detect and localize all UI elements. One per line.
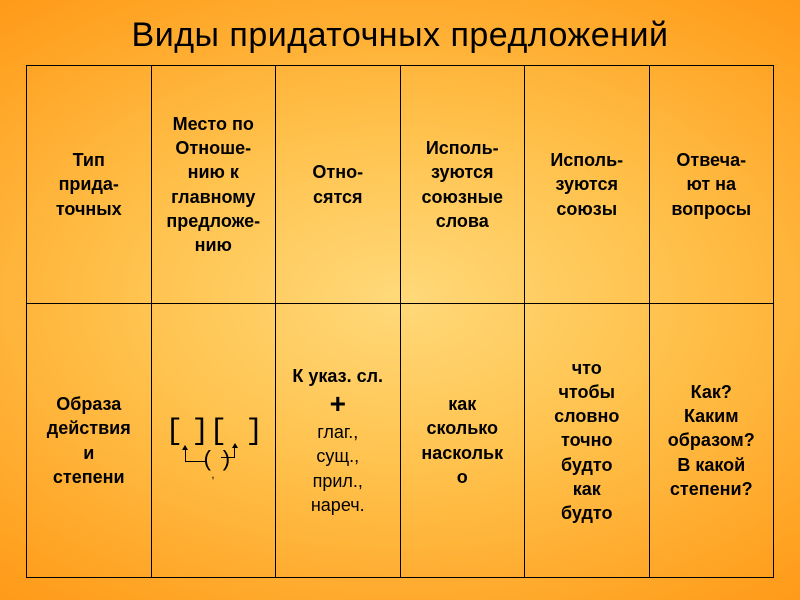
cell-allied: как сколько наскольк о xyxy=(400,304,525,578)
bracket-diagram: [ ] [ ] ( ) , xyxy=(163,406,263,476)
cell-questions: Как? Каким образом? В какой степени? xyxy=(649,304,774,578)
col-header-type: Тип прида- точных xyxy=(27,66,152,304)
table-header-row: Тип прида- точных Место по Отноше- нию к… xyxy=(27,66,774,304)
otno-line1: К указ. сл. xyxy=(292,366,383,386)
page-title: Виды придаточных предложений xyxy=(26,16,774,55)
arrow-right xyxy=(221,444,235,458)
col-header-questions: Отвеча- ют на вопросы xyxy=(649,66,774,304)
col-header-place: Место по Отноше- нию к главному предложе… xyxy=(151,66,276,304)
otno-line2: глаг., сущ., прил., нареч. xyxy=(311,422,365,515)
arrow-left xyxy=(185,446,205,462)
col-header-otno: Отно- сятся xyxy=(276,66,401,304)
bracket-open-1: [ xyxy=(165,412,183,453)
cell-type: Образа действия и степени xyxy=(27,304,152,578)
cell-place-diagram: [ ] [ ] ( ) , xyxy=(151,304,276,578)
comma-mark: , xyxy=(211,466,214,482)
cell-otno: К указ. сл. + глаг., сущ., прил., нареч. xyxy=(276,304,401,578)
bracket-close-2: ] xyxy=(245,412,263,453)
cell-unions: что чтобы словно точно будто как будто xyxy=(525,304,650,578)
col-header-unions: Исполь- зуются союзы xyxy=(525,66,650,304)
clauses-table: Тип прида- точных Место по Отноше- нию к… xyxy=(26,65,774,578)
col-header-allied: Исполь- зуются союзные слова xyxy=(400,66,525,304)
slide: Виды придаточных предложений Тип прида- … xyxy=(0,0,800,600)
table-row: Образа действия и степени [ ] [ ] ( ) , … xyxy=(27,304,774,578)
otno-plus: + xyxy=(280,390,396,418)
